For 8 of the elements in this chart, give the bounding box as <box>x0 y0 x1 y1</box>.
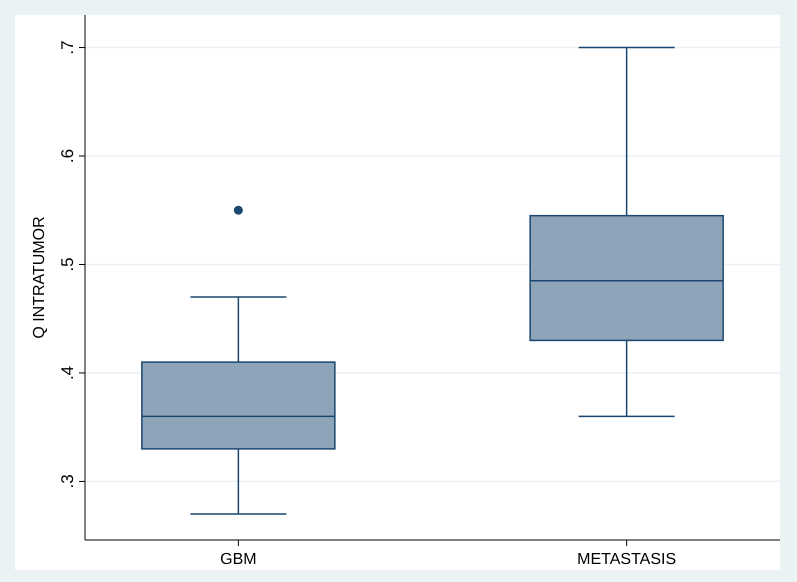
x-tick-label: GBM <box>220 551 257 568</box>
y-axis-title: Q INTRATUMOR <box>31 216 48 339</box>
y-tick-label: .7 <box>58 40 77 55</box>
y-tick-label: .6 <box>58 148 77 164</box>
x-tick-label: METASTASIS <box>577 551 676 568</box>
y-tick-label: .5 <box>58 257 77 272</box>
y-tick-label: .3 <box>58 474 77 489</box>
y-tick-label: .4 <box>58 366 77 380</box>
